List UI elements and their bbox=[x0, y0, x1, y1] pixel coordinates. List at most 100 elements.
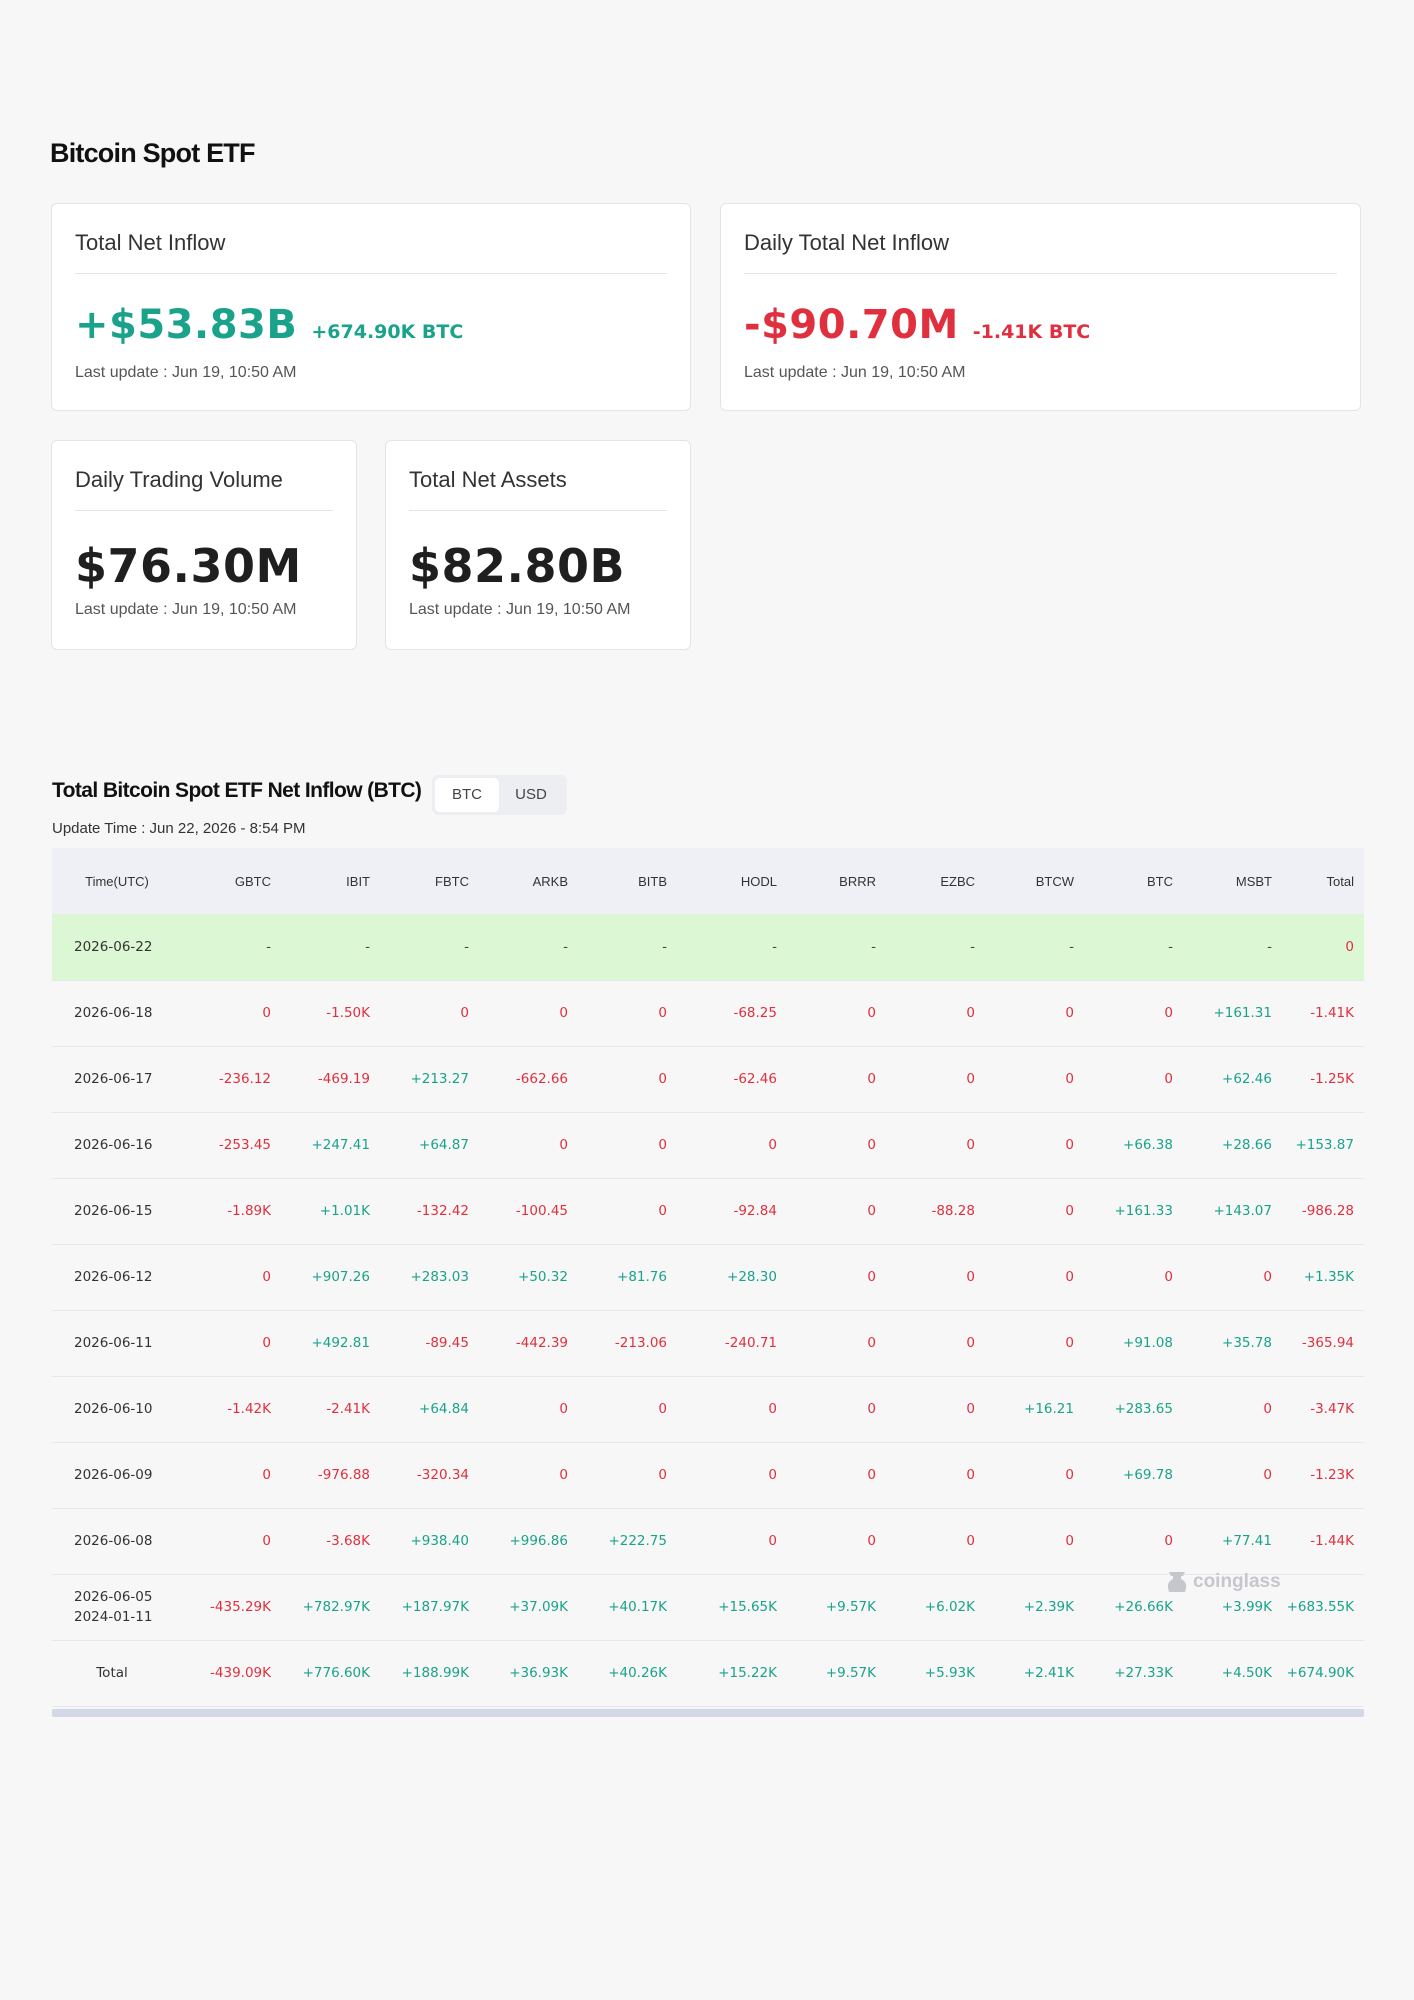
flow-cell: +907.26 bbox=[281, 1244, 380, 1311]
flow-cell: -365.94 bbox=[1282, 1310, 1364, 1377]
flow-cell: -3.47K bbox=[1282, 1376, 1364, 1443]
flow-cell: -62.46 bbox=[677, 1046, 787, 1113]
flow-cell: 0 bbox=[578, 1442, 677, 1509]
flow-cell: 0 bbox=[677, 1508, 787, 1575]
horizontal-scrollbar[interactable] bbox=[52, 1708, 1364, 1717]
last-update: Last update : Jun 19, 10:50 AM bbox=[409, 601, 631, 618]
flow-cell: 0 bbox=[1084, 1046, 1183, 1113]
row-date: 2026-06-12 bbox=[52, 1244, 182, 1311]
toggle-btc[interactable]: BTC bbox=[435, 778, 499, 812]
flow-cell: 0 bbox=[182, 1310, 281, 1377]
flow-cell: 0 bbox=[578, 1178, 677, 1245]
flow-cell: 0 bbox=[886, 1310, 985, 1377]
daily-net-inflow-btc: -1.41K BTC bbox=[972, 321, 1091, 343]
flow-cell: +62.46 bbox=[1183, 1046, 1282, 1113]
last-update: Last update : Jun 19, 10:50 AM bbox=[75, 601, 297, 618]
table-row: 2026-06-18 0 -1.50K 0 0 0 -68.25 0 0 0 0 +161.31 -1.… bbox=[52, 980, 1364, 1047]
flow-cell: -236.12 bbox=[182, 1046, 281, 1113]
flow-cell: +9.57K bbox=[787, 1574, 886, 1641]
flow-cell: -986.28 bbox=[1282, 1178, 1364, 1245]
flow-cell: -89.45 bbox=[380, 1310, 479, 1377]
column-header: BRRR bbox=[787, 848, 886, 914]
flow-cell: 0 bbox=[886, 1508, 985, 1575]
row-date: 2026-06-15 bbox=[52, 1178, 182, 1245]
flow-cell: 0 bbox=[886, 1046, 985, 1113]
flow-cell: 0 bbox=[479, 980, 578, 1047]
table-row: 2026-06-22- - - - - - - - - - -0 bbox=[52, 914, 1364, 981]
flow-cell: 0 bbox=[479, 1376, 578, 1443]
total-net-inflow-card: Total Net Inflow +$53.83B +674.90K BTC L… bbox=[51, 203, 691, 411]
flow-cell: - bbox=[281, 914, 380, 981]
column-header: ARKB bbox=[479, 848, 578, 914]
row-date: 2026-06-17 bbox=[52, 1046, 182, 1113]
flow-cell: 0 bbox=[1084, 980, 1183, 1047]
table-row: 2026-06-09 0 -976.88 -320.34 0 0 0 0 0 0 +69.78 0 -1… bbox=[52, 1442, 1364, 1509]
flow-cell: 0 bbox=[578, 1112, 677, 1179]
flow-cell: +64.84 bbox=[380, 1376, 479, 1443]
column-header: IBIT bbox=[281, 848, 380, 914]
flow-cell: 0 bbox=[578, 980, 677, 1047]
toggle-usd[interactable]: USD bbox=[515, 786, 547, 803]
flow-cell: +15.65K bbox=[677, 1574, 787, 1641]
unit-toggle[interactable]: BTC USD bbox=[432, 775, 567, 815]
flow-cell: 0 bbox=[985, 1046, 1084, 1113]
flow-cell: +6.02K bbox=[886, 1574, 985, 1641]
flow-cell: +2.39K bbox=[985, 1574, 1084, 1641]
flow-cell: +996.86 bbox=[479, 1508, 578, 1575]
flow-cell: +35.78 bbox=[1183, 1310, 1282, 1377]
flow-cell: +247.41 bbox=[281, 1112, 380, 1179]
flow-cell: -1.89K bbox=[182, 1178, 281, 1245]
flow-cell: -2.41K bbox=[281, 1376, 380, 1443]
flow-cell: -92.84 bbox=[677, 1178, 787, 1245]
flow-cell: 0 bbox=[985, 1112, 1084, 1179]
flow-cell: - bbox=[578, 914, 677, 981]
flow-cell: 0 bbox=[787, 1508, 886, 1575]
flow-cell: 0 bbox=[886, 1376, 985, 1443]
flow-cell: +1.01K bbox=[281, 1178, 380, 1245]
flow-cell: - bbox=[985, 914, 1084, 981]
flow-cell: - bbox=[677, 914, 787, 981]
daily-trading-volume-card: Daily Trading Volume $76.30M Last update… bbox=[51, 440, 357, 650]
flow-cell: +28.66 bbox=[1183, 1112, 1282, 1179]
flow-cell: 0 bbox=[985, 1310, 1084, 1377]
flow-cell: 0 bbox=[677, 1112, 787, 1179]
section-title: Total Bitcoin Spot ETF Net Inflow (BTC) bbox=[52, 779, 422, 802]
column-header: GBTC bbox=[182, 848, 281, 914]
flow-cell: 0 bbox=[380, 980, 479, 1047]
table-row: 2026-06-08 0 -3.68K +938.40 +996.86 +222.75 0 0… bbox=[52, 1508, 1364, 1575]
flow-cell: 0 bbox=[1183, 1442, 1282, 1509]
flow-cell: +213.27 bbox=[380, 1046, 479, 1113]
flow-cell: 0 bbox=[787, 980, 886, 1047]
flow-cell: -320.34 bbox=[380, 1442, 479, 1509]
row-date: 2026-06-16 bbox=[52, 1112, 182, 1179]
flow-cell: - bbox=[787, 914, 886, 981]
daily-total-net-inflow-card: Daily Total Net Inflow -$90.70M -1.41K B… bbox=[720, 203, 1361, 411]
flow-cell: +69.78 bbox=[1084, 1442, 1183, 1509]
flow-cell: -976.88 bbox=[281, 1442, 380, 1509]
flow-cell: -439.09K bbox=[182, 1640, 281, 1707]
flow-cell: +222.75 bbox=[578, 1508, 677, 1575]
flow-cell: 0 bbox=[1282, 914, 1364, 981]
flow-cell: +283.65 bbox=[1084, 1376, 1183, 1443]
flow-cell: +77.41 bbox=[1183, 1508, 1282, 1575]
flow-cell: -1.41K bbox=[1282, 980, 1364, 1047]
flow-cell: -132.42 bbox=[380, 1178, 479, 1245]
total-net-inflow-btc: +674.90K BTC bbox=[311, 321, 464, 343]
flow-cell: +5.93K bbox=[886, 1640, 985, 1707]
flow-cell: 0 bbox=[985, 1508, 1084, 1575]
row-date: 2026-06-09 bbox=[52, 1442, 182, 1509]
flow-cell: 0 bbox=[578, 1376, 677, 1443]
flow-cell: 0 bbox=[182, 1244, 281, 1311]
flow-cell: +16.21 bbox=[985, 1376, 1084, 1443]
flow-cell: 0 bbox=[1183, 1376, 1282, 1443]
card-title: Daily Total Net Inflow bbox=[744, 204, 1337, 274]
flow-cell: +26.66K bbox=[1084, 1574, 1183, 1641]
column-header: BTCW bbox=[985, 848, 1084, 914]
column-header: Total bbox=[1282, 848, 1364, 914]
flow-cell: 0 bbox=[787, 1112, 886, 1179]
flow-cell: +683.55K bbox=[1282, 1574, 1364, 1641]
row-date: Total bbox=[52, 1640, 182, 1707]
flow-cell: 0 bbox=[578, 1046, 677, 1113]
flow-cell: +9.57K bbox=[787, 1640, 886, 1707]
total-net-assets-card: Total Net Assets $82.80B Last update : J… bbox=[385, 440, 691, 650]
